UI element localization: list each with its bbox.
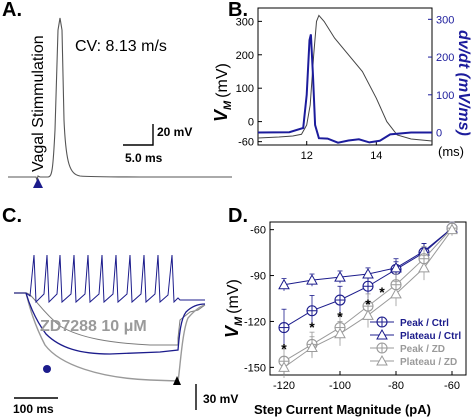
panel-c-scale-time: 100 ms bbox=[13, 402, 54, 416]
panel-b-ytick-label: 100 bbox=[236, 83, 254, 95]
legend-label: Plateau / Ctrl bbox=[400, 331, 461, 342]
legend-marker bbox=[376, 342, 388, 354]
panel-d-xtick-label: -80 bbox=[388, 380, 404, 392]
panel-a-scale-voltage: 20 mV bbox=[157, 125, 192, 139]
panel-d: D. -150 -120 -90 -60 -120 -100 -80 -60 * * * * * Pe… bbox=[222, 205, 467, 417]
panel-b-y2tick-label: 0 bbox=[436, 128, 442, 140]
legend-marker bbox=[376, 354, 388, 366]
panel-d-xtick-label: -60 bbox=[444, 380, 460, 392]
series-plateau-ctrl bbox=[278, 221, 458, 291]
panel-b-dvdt-line bbox=[257, 34, 432, 144]
action-potential-trace bbox=[8, 17, 232, 182]
vagal-stim-label: Vagal Stimmulation bbox=[30, 35, 47, 172]
hyperpolarized-trace-blue bbox=[25, 292, 206, 355]
data-point bbox=[306, 274, 318, 285]
stimulus-marker bbox=[33, 178, 43, 188]
panel-b-y2tick-label: 300 bbox=[436, 14, 454, 26]
significance-star: * bbox=[379, 284, 385, 300]
panel-b-right-axis-label: dv/dt (mV/ms) bbox=[455, 30, 472, 136]
significance-star: * bbox=[337, 308, 343, 324]
data-point bbox=[362, 280, 374, 292]
data-point bbox=[334, 327, 346, 339]
panel-c-letter: C. bbox=[2, 205, 22, 227]
panel-b-y2tick-label: 100 bbox=[436, 90, 454, 102]
panel-d-ytick-label: -90 bbox=[250, 271, 266, 283]
significance-star: * bbox=[365, 296, 371, 312]
panel-c-scale-voltage: 30 mV bbox=[203, 392, 238, 406]
drug-label: ZD7288 10 μM bbox=[40, 318, 147, 335]
data-point bbox=[278, 278, 290, 290]
data-point bbox=[390, 261, 402, 273]
panel-d-frame bbox=[269, 221, 467, 376]
panel-b-letter: B. bbox=[228, 0, 248, 21]
panel-b-ytick-label: -60 bbox=[238, 137, 254, 149]
panel-b-ytick-label: 300 bbox=[236, 16, 254, 28]
panel-d-ytick-label: -150 bbox=[244, 362, 266, 374]
conduction-velocity-label: CV: 8.13 m/s bbox=[75, 38, 167, 55]
data-point bbox=[334, 271, 346, 282]
legend-label: Peak / ZD bbox=[400, 344, 445, 355]
significance-star: * bbox=[309, 319, 315, 335]
panel-b-ytick-label: 200 bbox=[236, 50, 254, 62]
legend-entry: Peak / Ctrl bbox=[370, 316, 449, 329]
legend-marker bbox=[376, 316, 388, 328]
legend-entry: Peak / ZD bbox=[370, 342, 445, 355]
data-point bbox=[278, 322, 290, 334]
panel-b-ytick-label: 0 bbox=[248, 117, 254, 129]
data-point bbox=[334, 294, 346, 306]
data-point bbox=[362, 309, 374, 320]
panel-b-ylabel: VM(mV) bbox=[211, 63, 234, 122]
panel-a-letter: A. bbox=[2, 0, 22, 21]
legend-label: Peak / Ctrl bbox=[400, 318, 449, 329]
panel-d-xtick-label: -120 bbox=[273, 380, 295, 392]
panel-d-ylabel: VM(mV) bbox=[222, 279, 245, 338]
panel-a-scale-time: 5.0 ms bbox=[125, 151, 163, 165]
legend-marker bbox=[376, 328, 388, 340]
panel-c: C. ZD7288 10 μM 100 ms 30 mV bbox=[2, 205, 238, 416]
rebound-marker bbox=[173, 376, 181, 385]
panel-d-ytick-label: -120 bbox=[244, 316, 266, 328]
panel-b-frame bbox=[257, 7, 433, 146]
sag-marker-dot bbox=[43, 365, 51, 373]
panel-d-xlabel: Step Current Magnitude (pA) bbox=[254, 402, 431, 417]
panel-b-xtick-label: 14 bbox=[370, 150, 382, 162]
panel-b-vm-line bbox=[257, 14, 433, 142]
legend-label: Plateau / ZD bbox=[400, 357, 457, 368]
panel-a-scalebar bbox=[123, 124, 154, 146]
panel-b-x-unit: (ms) bbox=[438, 144, 464, 159]
zd7288-trace-gray bbox=[14, 292, 206, 382]
control-trace-gray bbox=[14, 292, 206, 346]
panel-d-ytick-label: -60 bbox=[250, 225, 266, 237]
legend-entry: Plateau / ZD bbox=[370, 354, 457, 368]
data-point bbox=[362, 267, 374, 279]
data-point bbox=[418, 261, 430, 273]
spiking-trace-blue bbox=[14, 254, 205, 304]
panel-b-xtick-label: 12 bbox=[301, 150, 313, 162]
data-point bbox=[390, 287, 402, 299]
panel-b: B. -60 0 100 200 300 0 100 200 300 12 14 VM(mV) dv… bbox=[211, 0, 472, 162]
series-plateau-zd bbox=[278, 223, 458, 379]
panel-a: A. Vagal Stimmulation CV: 8.13 m/s 20 mV… bbox=[2, 0, 232, 188]
data-point bbox=[278, 361, 290, 372]
significance-star: * bbox=[281, 341, 287, 357]
data-point bbox=[306, 305, 318, 317]
legend-entry: Plateau / Ctrl bbox=[370, 328, 461, 342]
panel-d-xtick-label: -100 bbox=[329, 380, 351, 392]
panel-b-y2tick-label: 200 bbox=[436, 52, 454, 64]
data-point bbox=[446, 223, 458, 235]
panel-d-letter: D. bbox=[228, 205, 248, 227]
data-point bbox=[306, 341, 318, 352]
